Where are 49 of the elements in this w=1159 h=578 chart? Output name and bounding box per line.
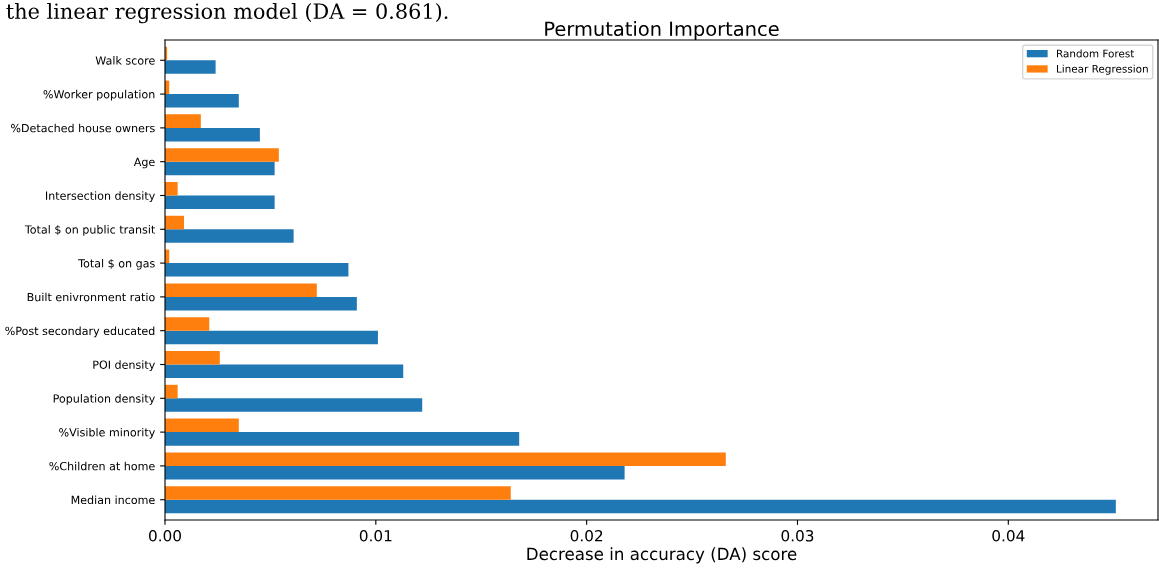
bar — [165, 330, 378, 345]
bar — [165, 486, 511, 500]
bar — [165, 350, 220, 365]
y-tick-label: %Visible minority — [59, 427, 155, 439]
bar — [165, 418, 239, 433]
legend-label: Linear Regression — [1056, 64, 1148, 75]
bar — [165, 263, 349, 277]
bar — [165, 296, 357, 311]
y-tick-label: Intersection density — [46, 191, 155, 203]
bar — [165, 60, 216, 74]
bar — [165, 283, 317, 297]
bar — [165, 195, 275, 210]
bar — [165, 398, 423, 412]
bar — [165, 432, 520, 446]
x-tick-label: 0.03 — [781, 529, 814, 542]
x-tick-label: 0.01 — [359, 529, 392, 542]
bar — [165, 229, 294, 243]
bar — [165, 317, 210, 331]
bar — [165, 499, 1116, 514]
bar — [165, 215, 184, 230]
bar — [165, 452, 726, 466]
bar — [165, 384, 178, 399]
text: the linear regression model (DA = 0.861). — [6, 2, 448, 24]
bar — [165, 181, 178, 196]
y-tick-label: %Worker population — [43, 89, 155, 101]
y-tick-label: POI density — [93, 360, 155, 372]
y-tick-label: Total $ on gas — [78, 258, 155, 270]
bar — [165, 148, 279, 162]
legend-label: Random Forest — [1056, 49, 1135, 58]
x-axis-title: Decrease in accuracy (DA) score — [527, 547, 797, 564]
y-tick-label: Population density — [53, 394, 155, 405]
x-tick-label: 0.04 — [992, 529, 1025, 542]
y-tick-label: Age — [133, 157, 155, 169]
y-tick-label: %Post secondary educated — [5, 326, 155, 338]
bar — [165, 161, 275, 176]
bar — [165, 364, 404, 379]
y-tick-label: %Children at home — [49, 461, 155, 471]
y-tick-label: Walk score — [95, 56, 155, 65]
bar — [165, 127, 260, 142]
x-tick-label: 0.02 — [570, 529, 603, 542]
y-tick-label: Median income — [71, 495, 155, 505]
bar — [165, 94, 239, 108]
y-tick-label: %Detached house owners — [11, 123, 155, 133]
y-tick-label: Total $ on public transit — [24, 225, 156, 236]
bar — [165, 465, 625, 480]
x-tick-label: 0.00 — [149, 529, 181, 542]
chart-title: Permutation Importance — [545, 21, 779, 40]
y-tick-label: Built enivronment ratio — [27, 292, 155, 302]
bar — [165, 114, 201, 128]
